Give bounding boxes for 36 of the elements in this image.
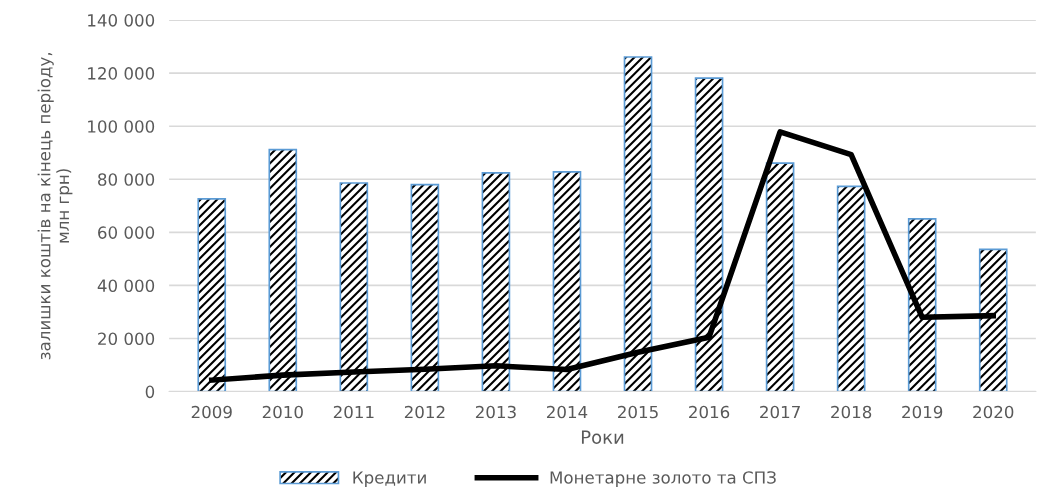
- x-tick-label: 2011: [333, 405, 374, 419]
- y-tick-label: 140 000: [88, 14, 155, 27]
- bar: [694, 77, 724, 392]
- x-tick-label: 2012: [404, 405, 445, 419]
- x-tick-label: 2019: [902, 405, 943, 419]
- x-tick-label: 2016: [689, 405, 730, 419]
- bar: [410, 183, 440, 392]
- y-tick-label: 40 000: [97, 279, 155, 292]
- bar: [268, 148, 298, 392]
- bar: [552, 171, 582, 392]
- bar: [765, 162, 795, 392]
- bar: [978, 248, 1008, 392]
- x-tick-label: 2020: [973, 405, 1014, 419]
- x-tick-label: 2018: [831, 405, 872, 419]
- y-tick-label: 120 000: [88, 67, 155, 80]
- y-tick-label: 20 000: [98, 332, 155, 346]
- x-tick-label: 2015: [618, 405, 658, 419]
- bar: [339, 182, 369, 392]
- bar: [197, 198, 227, 392]
- x-tick-label: 2014: [546, 405, 588, 419]
- y-tick-label: 0: [145, 385, 155, 399]
- x-tick-label: 2009: [191, 405, 232, 419]
- bar: [481, 172, 511, 392]
- y-tick-label: 80 000: [98, 173, 155, 186]
- legend-label: Кредити: [353, 471, 426, 487]
- x-axis-title: Роки: [581, 430, 624, 444]
- y-tick-label: 60 000: [98, 226, 155, 239]
- bar: [907, 217, 937, 392]
- legend-label: Монетарне золото та СПЗ: [550, 471, 776, 487]
- y-tick-label: 100 000: [88, 120, 155, 133]
- bar: [623, 56, 653, 392]
- x-tick-label: 2017: [760, 405, 800, 419]
- bar: [836, 185, 866, 392]
- x-tick-label: 2013: [475, 405, 516, 419]
- y-axis-title: залишки коштів на кінець періоду, млн грн): [37, 52, 73, 360]
- x-tick-label: 2010: [262, 405, 303, 419]
